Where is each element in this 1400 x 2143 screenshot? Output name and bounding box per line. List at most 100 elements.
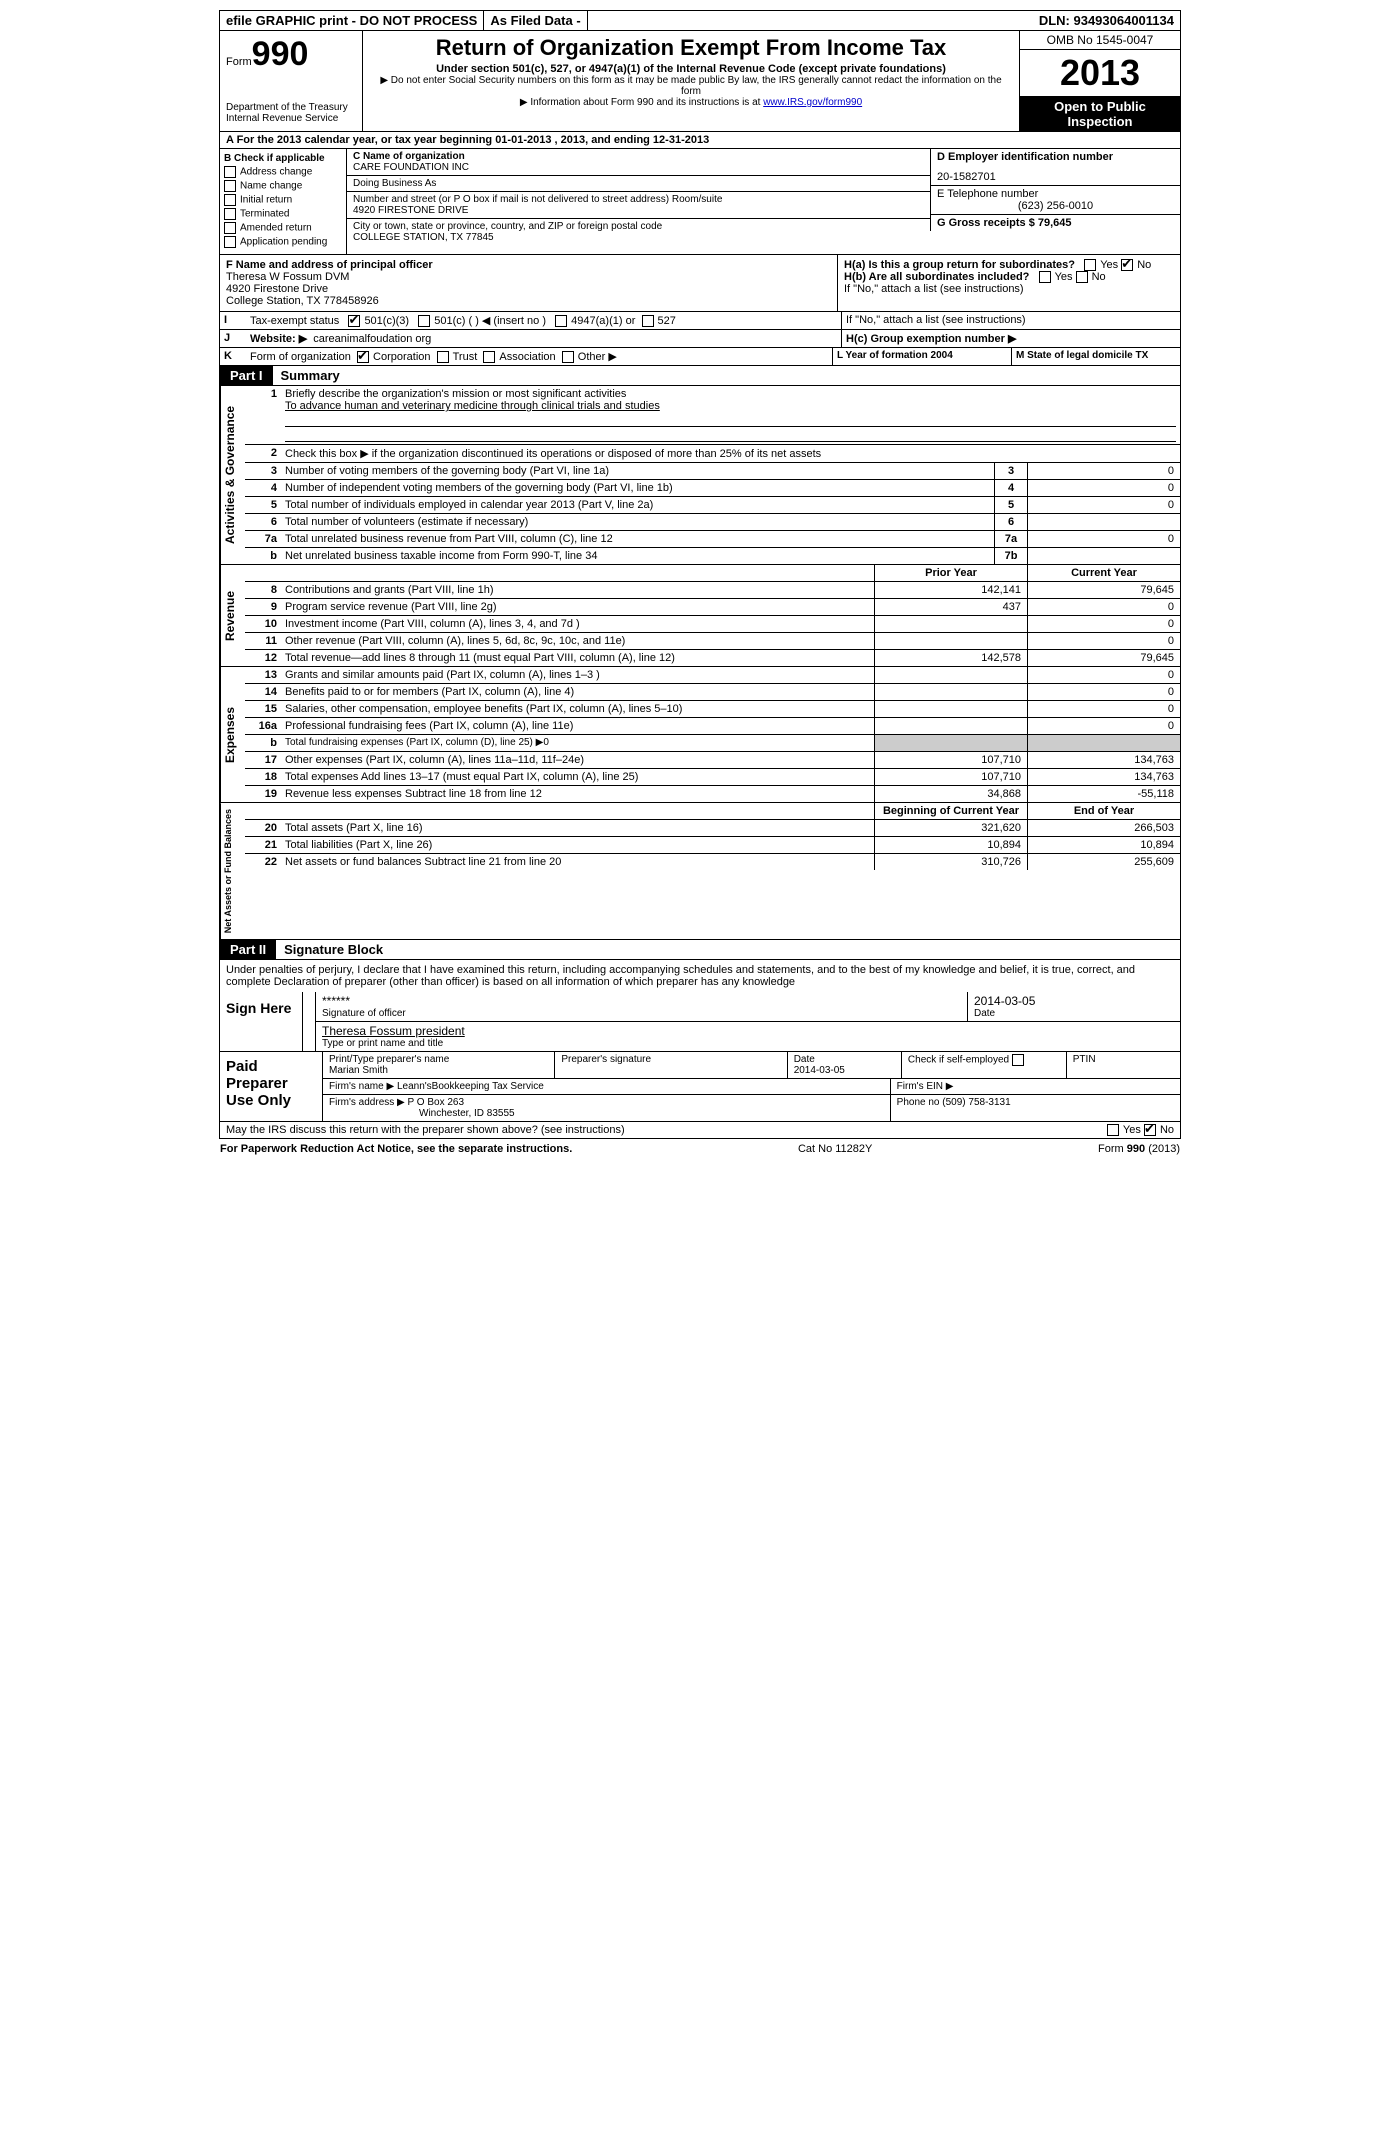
section-b-c-d-e: B Check if applicable Address change Nam… xyxy=(220,148,1180,254)
ein-cell: D Employer identification number 20-1582… xyxy=(930,149,1180,186)
line7b-val xyxy=(1027,548,1180,564)
cb-name-change[interactable]: Name change xyxy=(224,180,342,192)
hc-content: H(c) Group exemption number ▶ xyxy=(841,330,1180,347)
form-number: Form990 xyxy=(226,35,356,74)
activities-governance: Activities & Governance 1 Briefly descri… xyxy=(220,385,1180,564)
column-c: C Name of organization CARE FOUNDATION I… xyxy=(347,149,930,254)
ha-no-checkbox[interactable] xyxy=(1121,259,1133,271)
irs-link[interactable]: www.IRS.gov/form990 xyxy=(763,97,862,108)
signature-label: Signature of officer xyxy=(322,1008,961,1019)
prep-row3: Firm's address ▶ P O Box 263Winchester, … xyxy=(322,1095,1180,1121)
discuss-text: May the IRS discuss this return with the… xyxy=(226,1124,625,1136)
hb-yes-checkbox[interactable] xyxy=(1039,271,1051,283)
part2-header: Part II Signature Block xyxy=(220,939,1180,959)
hb-no-checkbox[interactable] xyxy=(1076,271,1088,283)
address-cell: Number and street (or P O box if mail is… xyxy=(347,192,930,219)
dept-treasury: Department of the Treasury xyxy=(226,102,356,113)
prep-date-cell: Date2014-03-05 xyxy=(788,1052,902,1078)
form-990-page: efile GRAPHIC print - DO NOT PROCESS As … xyxy=(219,10,1181,1139)
cb-4947[interactable] xyxy=(555,315,567,327)
table-row: 9Program service revenue (Part VIII, lin… xyxy=(245,598,1180,615)
signature-block: Under penalties of perjury, I declare th… xyxy=(220,959,1180,1051)
line6-val xyxy=(1027,514,1180,530)
discuss-yes[interactable] xyxy=(1107,1124,1119,1136)
prep-label: Paid Preparer Use Only xyxy=(220,1052,322,1121)
tax-year: 2013 xyxy=(1020,50,1180,97)
form-title: Return of Organization Exempt From Incom… xyxy=(369,35,1013,61)
ha-yes-checkbox[interactable] xyxy=(1084,259,1096,271)
paid-preparer: Paid Preparer Use Only Print/Type prepar… xyxy=(220,1051,1180,1121)
note2-prefix: ▶ Information about Form 990 and its ins… xyxy=(520,97,763,108)
cb-amended[interactable]: Amended return xyxy=(224,222,342,234)
form-org-label: Form of organization xyxy=(250,351,351,363)
sig-cells: ****** Signature of officer 2014-03-05 D… xyxy=(315,992,1180,1051)
line4-val: 0 xyxy=(1027,480,1180,496)
row-k: K Form of organization Corporation Trust… xyxy=(220,347,1180,365)
dln-label: DLN: xyxy=(1039,13,1070,28)
phone-label: E Telephone number xyxy=(937,188,1174,200)
ptin-cell: PTIN xyxy=(1067,1052,1180,1078)
officer-addr1: 4920 Firestone Drive xyxy=(226,283,831,295)
officer-name-cell: Theresa Fossum president Type or print n… xyxy=(315,1022,1180,1051)
open-inspection: Open to Public Inspection xyxy=(1020,97,1180,131)
attach-list-note: If "No," attach a list (see instructions… xyxy=(841,312,1180,329)
row-f-h: F Name and address of principal officer … xyxy=(220,254,1180,311)
prep-name-cell: Print/Type preparer's nameMarian Smith xyxy=(323,1052,555,1078)
officer-addr2: College Station, TX 778458926 xyxy=(226,295,831,307)
cb-pending[interactable]: Application pending xyxy=(224,236,342,248)
discuss-no[interactable] xyxy=(1144,1124,1156,1136)
column-b: B Check if applicable Address change Nam… xyxy=(220,149,347,254)
row-j: J Website: ▶ careanimalfoudation org H(c… xyxy=(220,329,1180,347)
gross-receipts: G Gross receipts $ 79,645 xyxy=(930,215,1180,231)
cb-self-employed[interactable] xyxy=(1012,1054,1024,1066)
state-domicile: M State of legal domicile TX xyxy=(1011,348,1180,365)
year-formation: L Year of formation 2004 xyxy=(832,348,1011,365)
expenses-label: Expenses xyxy=(220,667,245,802)
line2: Check this box ▶ if the organization dis… xyxy=(281,445,1180,462)
firm-addr-cell: Firm's address ▶ P O Box 263Winchester, … xyxy=(323,1095,891,1121)
cb-501c[interactable] xyxy=(418,315,430,327)
header-right: OMB No 1545-0047 2013 Open to Public Ins… xyxy=(1020,31,1180,131)
prep-sig-cell: Preparer's signature xyxy=(555,1052,787,1078)
prep-row2: Firm's name ▶ Leann'sBookkeeping Tax Ser… xyxy=(322,1079,1180,1095)
cb-527[interactable] xyxy=(642,315,654,327)
cb-trust[interactable] xyxy=(437,351,449,363)
prep-row1: Print/Type preparer's nameMarian Smith P… xyxy=(322,1052,1180,1079)
no-label2: No xyxy=(1092,271,1106,283)
line4-desc: Number of independent voting members of … xyxy=(281,480,994,496)
i-label: I xyxy=(220,312,246,329)
tax-exempt-label: Tax-exempt status xyxy=(250,315,339,327)
officer-header: F Name and address of principal officer xyxy=(226,259,831,271)
address-value: 4920 FIRESTONE DRIVE xyxy=(353,205,924,216)
hb-note: If "No," attach a list (see instructions… xyxy=(844,283,1174,295)
table-row: bTotal fundraising expenses (Part IX, co… xyxy=(245,734,1180,751)
part2-title: Signature Block xyxy=(276,940,391,959)
ein-label: D Employer identification number xyxy=(937,151,1174,163)
part1-header: Part I Summary xyxy=(220,365,1180,385)
principal-officer: F Name and address of principal officer … xyxy=(220,255,837,311)
form-label: Form xyxy=(226,56,252,68)
line5-val: 0 xyxy=(1027,497,1180,513)
cb-501c3[interactable] xyxy=(348,315,360,327)
address-label: Number and street (or P O box if mail is… xyxy=(353,194,924,205)
gov-label: Activities & Governance xyxy=(220,386,245,564)
prep-body: Print/Type preparer's nameMarian Smith P… xyxy=(322,1052,1180,1121)
discuss-row: May the IRS discuss this return with the… xyxy=(220,1121,1180,1138)
column-d-e: D Employer identification number 20-1582… xyxy=(930,149,1180,254)
cb-initial-return[interactable]: Initial return xyxy=(224,194,342,206)
cb-other[interactable] xyxy=(562,351,574,363)
gross-receipts-value: G Gross receipts $ 79,645 xyxy=(937,217,1174,229)
cb-terminated[interactable]: Terminated xyxy=(224,208,342,220)
dln-value: 93493064001134 xyxy=(1073,13,1174,28)
firm-name-cell: Firm's name ▶ Leann'sBookkeeping Tax Ser… xyxy=(323,1079,891,1094)
cb-corp[interactable] xyxy=(357,351,369,363)
cb-address-change[interactable]: Address change xyxy=(224,166,342,178)
table-row: 12Total revenue—add lines 8 through 11 (… xyxy=(245,649,1180,666)
table-row: 10Investment income (Part VIII, column (… xyxy=(245,615,1180,632)
org-name-label: C Name of organization xyxy=(353,151,924,162)
phone-cell: E Telephone number (623) 256-0010 xyxy=(930,186,1180,215)
cb-assoc[interactable] xyxy=(483,351,495,363)
city-cell: City or town, state or province, country… xyxy=(347,219,930,245)
cat-no: Cat No 11282Y xyxy=(798,1143,872,1155)
line3-val: 0 xyxy=(1027,463,1180,479)
